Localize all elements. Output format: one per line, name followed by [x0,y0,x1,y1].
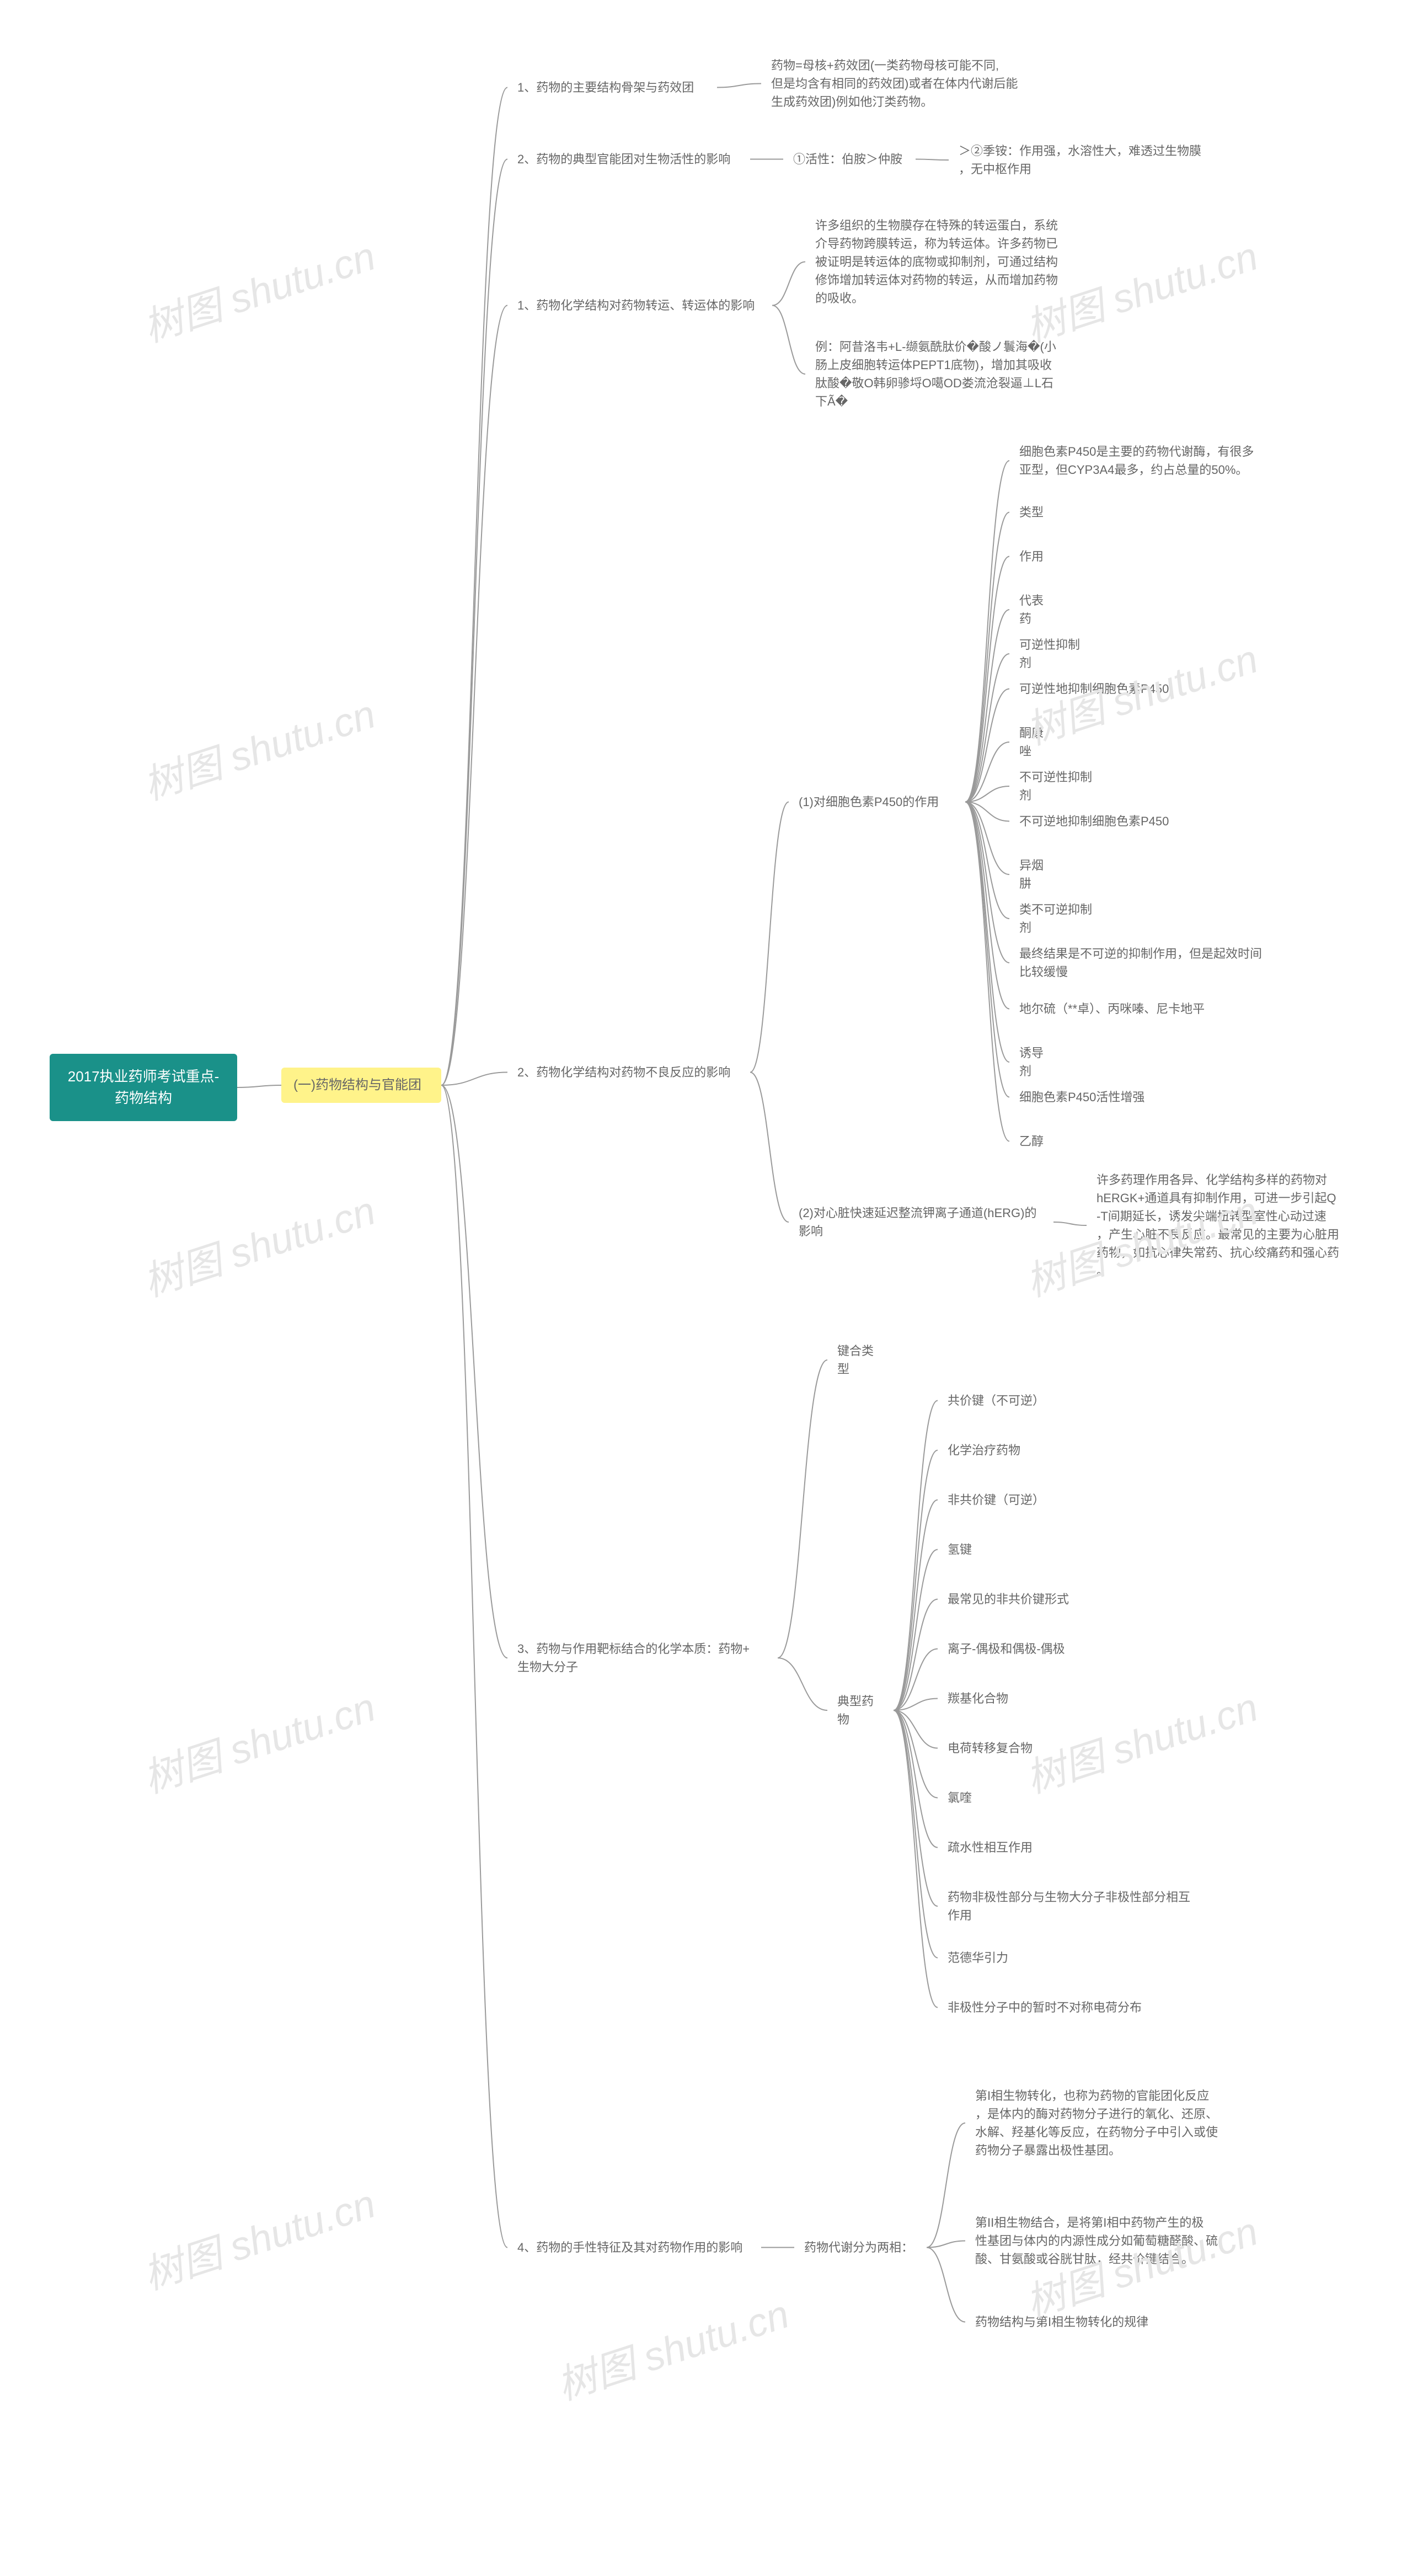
topic-node: 异烟肼 [1009,850,1065,899]
topic-node: 键合类型 [827,1335,894,1385]
topic-node: 酮康唑 [1009,717,1065,767]
topic-node: 3、药物与作用靶标结合的化学本质：药物+ 生物大分子 [507,1633,778,1683]
topic-node: 4、药物的手性特征及其对药物作用的影响 [507,2232,761,2263]
topic-node: 类型 [1009,497,1053,528]
watermark: 树图 shutu.cn [135,1674,381,1804]
topic-node: 许多组织的生物膜存在特殊的转运蛋白，系统 介导药物跨膜转运，称为转运体。许多药物… [805,210,1092,314]
watermark: 树图 shutu.cn [135,2171,381,2301]
topic-node: 电荷转移复合物 [938,1732,1048,1764]
topic-node: 药物结构与第I相生物转化的规律 [965,2306,1175,2338]
mindmap-links [0,0,1412,2576]
topic-node: 不可逆地抑制细胞色素P450 [1009,806,1186,837]
topic-node: 细胞色素P450是主要的药物代谢酶，有很多 亚型，但CYP3A4最多，约占总量的… [1009,436,1296,486]
topic-node: 细胞色素P450活性增强 [1009,1081,1164,1113]
topic-node: 氢键 [938,1534,982,1565]
topic-node: 2、药物化学结构对药物不良反应的影响 [507,1057,750,1088]
topic-node: 范德华引力 [938,1942,1026,1974]
root-node: 2017执业药师考试重点- 药物结构 [50,1054,237,1121]
topic-node: 类不可逆抑制剂 [1009,894,1109,943]
topic-node: ①活性：伯胺＞仲胺 [783,143,916,175]
topic-node: 2、药物的典型官能团对生物活性的影响 [507,143,750,175]
topic-node: 乙醇 [1009,1126,1053,1157]
topic-node: 化学治疗药物 [938,1434,1037,1466]
topic-node: 作用 [1009,541,1053,572]
watermark: 树图 shutu.cn [135,223,381,353]
topic-node: 不可逆性抑制剂 [1009,761,1109,811]
topic-node: 许多药理作用各异、化学结构多样的药物对 hERGK+通道具有抑制作用，可进一步引… [1087,1164,1379,1287]
topic-node: 氯喹 [938,1782,982,1814]
topic-node: 药物=母核+药效团(一类药物母核可能不同, 但是均含有相同的药效团)或者在体内代… [761,50,1048,118]
topic-node: ＞②季铵：作用强，水溶性大，难透过生物膜 ，无中枢作用 [949,135,1236,185]
topic-node: 共价键（不可逆） [938,1385,1059,1416]
topic-node: 第II相生物结合，是将第I相中药物产生的极 性基团与体内的内源性成分如葡萄糖醛酸… [965,2207,1263,2275]
topic-node: 典型药物 [827,1686,894,1735]
topic-node: 1、药物的主要结构骨架与药效团 [507,72,717,103]
topic-node: (1)对细胞色素P450的作用 [789,786,965,818]
topic-node: 最常见的非共价键形式 [938,1583,1092,1615]
section-node: (一)药物结构与官能团 [281,1068,441,1103]
topic-node: 药物代谢分为两相： [794,2232,927,2263]
watermark: 树图 shutu.cn [1017,1674,1264,1804]
topic-node: 例：阿昔洛韦+L-缬氨酰肽价�酸ノ鬟海�(小 肠上皮细胞转运体PEPT1底物)，… [805,331,1092,417]
topic-node: 药物非极性部分与生物大分子非极性部分相互 作用 [938,1881,1224,1931]
topic-node: 可逆性地抑制细胞色素P450 [1009,673,1186,705]
topic-node: 可逆性抑制剂 [1009,629,1098,679]
topic-node: 代表药 [1009,585,1065,634]
watermark: 树图 shutu.cn [548,2281,795,2411]
topic-node: (2)对心脏快速延迟整流钾离子通道(hERG)的 影响 [789,1197,1053,1247]
topic-node: 羰基化合物 [938,1683,1026,1714]
topic-node: 疏水性相互作用 [938,1832,1048,1863]
topic-node: 地尔硫（**卓）、丙咪嗪、尼卡地平 [1009,993,1241,1025]
topic-node: 最终结果是不可逆的抑制作用，但是起效时间 比较缓慢 [1009,938,1296,988]
watermark: 树图 shutu.cn [135,681,381,811]
topic-node: 第I相生物转化，也称为药物的官能团化反应 ，是体内的酶对药物分子进行的氧化、还原… [965,2080,1263,2166]
watermark: 树图 shutu.cn [135,1178,381,1308]
topic-node: 离子-偶极和偶极-偶极 [938,1633,1092,1665]
topic-node: 非共价键（可逆） [938,1484,1059,1516]
topic-node: 1、药物化学结构对药物转运、转运体的影响 [507,290,772,321]
topic-node: 诱导剂 [1009,1037,1065,1087]
topic-node: 非极性分子中的暂时不对称电荷分布 [938,1992,1169,2023]
